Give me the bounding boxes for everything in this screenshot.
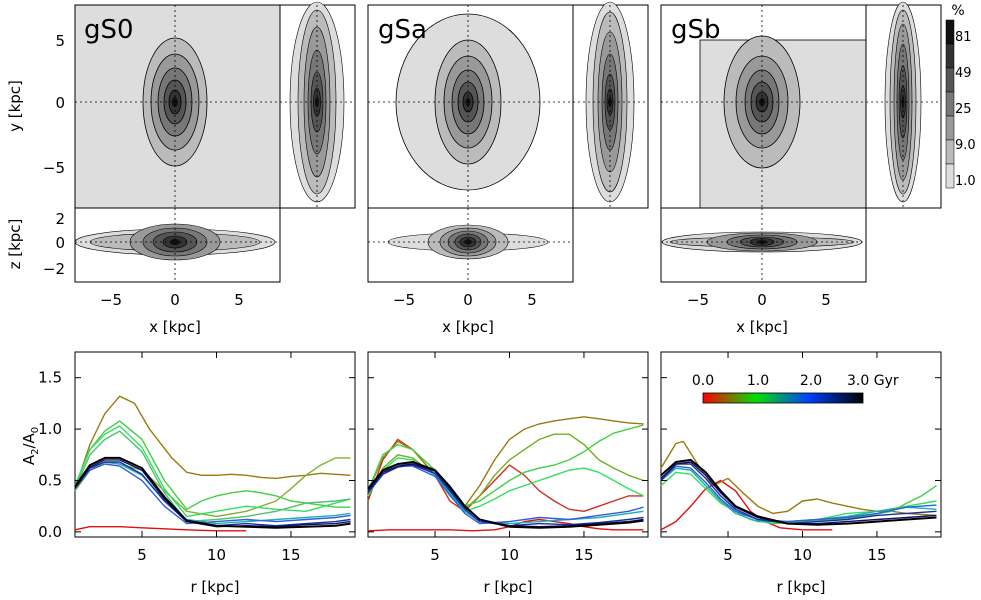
bottom-axes: 1.5 1.0 0.5 0.0 5 10 15 5 10 15 5 10 15 A2/A0 r [kpc… (20, 351, 942, 596)
density-label-25: 25 (955, 102, 972, 117)
series-line-gSb-4 (660, 467, 937, 523)
z-tick-0: 0 (55, 234, 65, 252)
density-label-49: 49 (955, 66, 972, 81)
density-colorbar-unit: % (951, 3, 964, 19)
x-tick-gSb-0: 0 (757, 291, 767, 309)
time-label-2: 2.0 (800, 373, 822, 389)
a2-ytick-label: 1.5 (38, 369, 62, 387)
plot-frame-gSb (660, 351, 942, 538)
x-tick-gS0-0: 0 (170, 291, 180, 309)
r-label-gSb: r [kpc] (776, 578, 825, 596)
a2-ylabel-sub2: 0 (30, 427, 41, 433)
r-tick-label: 10 (207, 546, 226, 564)
series-line-gSb-7 (660, 461, 937, 525)
density-colorbar-swatch (945, 91, 955, 117)
a2-ytick-label: 1.0 (38, 420, 62, 438)
x-tick-gSb-5: 5 (821, 291, 831, 309)
r-label-gSa: r [kpc] (483, 578, 532, 596)
r-tick-label: 15 (574, 546, 593, 564)
x-tick-gS0-5: 5 (234, 291, 244, 309)
yz-map-gSb (865, 1, 942, 209)
x-tick-gSa-minus5: −5 (393, 291, 415, 309)
density-label-1: 1.0 (955, 174, 976, 189)
density-colorbar-swatch (945, 139, 955, 165)
r-tick-label: 10 (793, 546, 812, 564)
y-tick-minus5: −5 (43, 159, 65, 177)
plot-frame-gSa (367, 351, 649, 538)
top-axis-labels: y [kpc] z [kpc] 5 0 −5 2 0 −2 −5 0 5 x [… (6, 32, 831, 336)
x-tick-gS0-minus5: −5 (100, 291, 122, 309)
r-tick-label: 15 (281, 546, 300, 564)
series-line-gS0-10 (74, 456, 351, 529)
a2-ytick-label: 0.0 (38, 523, 62, 541)
time-colorbar: 0.0 1.0 2.0 3.0 Gyr (692, 373, 899, 404)
y-tick-5: 5 (55, 32, 65, 50)
series-line-gS0-0 (74, 526, 247, 532)
xy-map-gSb: gSb (660, 4, 867, 209)
series-line-gSa-10 (367, 461, 644, 529)
density-colorbar-swatch (945, 43, 955, 69)
x-label-gSa: x [kpc] (442, 318, 494, 336)
a2-ylabel-sub1: 2 (30, 449, 41, 455)
density-colorbar-swatch (945, 19, 955, 45)
panel-gS0: gS0 (74, 1, 356, 283)
a2-ytick-label: 0.5 (38, 471, 62, 489)
x-tick-gSa-5: 5 (527, 291, 537, 309)
z-tick-minus2: −2 (43, 260, 65, 278)
time-label-0: 0.0 (692, 373, 714, 389)
xz-map-gSb (660, 207, 867, 283)
r-label-gS0: r [kpc] (190, 578, 239, 596)
x-tick-gSb-minus5: −5 (687, 291, 709, 309)
a2-ylabel: A2/A0 (20, 427, 41, 465)
y-tick-0: 0 (55, 94, 65, 112)
r-tick-label: 10 (500, 546, 519, 564)
x-label-gSb: x [kpc] (736, 318, 788, 336)
series-line-gSb-0 (660, 479, 833, 531)
panel-gSb: gSb (660, 1, 942, 283)
plot-frame-gS0 (74, 351, 356, 538)
density-colorbar-swatch (945, 67, 955, 93)
x-label-gS0: x [kpc] (149, 318, 201, 336)
a2-ylabel-main: A (20, 454, 38, 465)
density-colorbar: % 81 49 25 9.0 1.0 (945, 3, 976, 189)
xy-map-gSa: gSa (367, 4, 574, 209)
series-line-gSb-8 (660, 458, 937, 526)
r-tick-label: 5 (723, 546, 733, 564)
time-label-1: 1.0 (747, 373, 769, 389)
density-label-9: 9.0 (955, 138, 976, 153)
x-tick-gSa-0: 0 (463, 291, 473, 309)
density-colorbar-swatch (945, 115, 955, 141)
series-line-gS0-7 (74, 463, 351, 525)
panel-gSa: gSa (367, 1, 649, 283)
panel-label-gSa: gSa (378, 15, 427, 45)
yz-map-gSa (572, 1, 649, 209)
z-axis-label: z [kpc] (6, 219, 24, 270)
density-label-81: 81 (955, 30, 972, 45)
density-colorbar-swatch (945, 163, 955, 189)
series-line-gSa-5 (367, 457, 644, 512)
r-tick-label: 5 (137, 546, 147, 564)
series-line-gSa-8 (367, 464, 644, 527)
r-tick-label: 15 (867, 546, 886, 564)
lines-gS0 (74, 395, 351, 532)
time-label-3: 3.0 Gyr (847, 373, 899, 389)
xz-map-gS0 (74, 207, 281, 283)
y-axis-label: y [kpc] (6, 80, 24, 132)
series-line-gS0-4 (74, 425, 351, 518)
lines-gSa (367, 416, 644, 532)
series-line-gSa-4 (367, 424, 644, 507)
z-tick-2: 2 (55, 210, 65, 228)
series-line-gSb-6 (660, 463, 937, 525)
series-line-gSa-3 (367, 433, 644, 510)
xz-map-gSa (367, 207, 574, 283)
yz-map-gS0 (279, 1, 356, 209)
r-tick-label: 5 (430, 546, 440, 564)
panel-label-gSb: gSb (671, 15, 721, 45)
series-line-gSa-0 (367, 518, 644, 532)
panel-label-gS0: gS0 (84, 15, 134, 45)
a2-ylabel-slash: /A (20, 432, 38, 448)
lines-gSb (660, 440, 937, 531)
xy-map-gS0: gS0 (74, 4, 281, 209)
